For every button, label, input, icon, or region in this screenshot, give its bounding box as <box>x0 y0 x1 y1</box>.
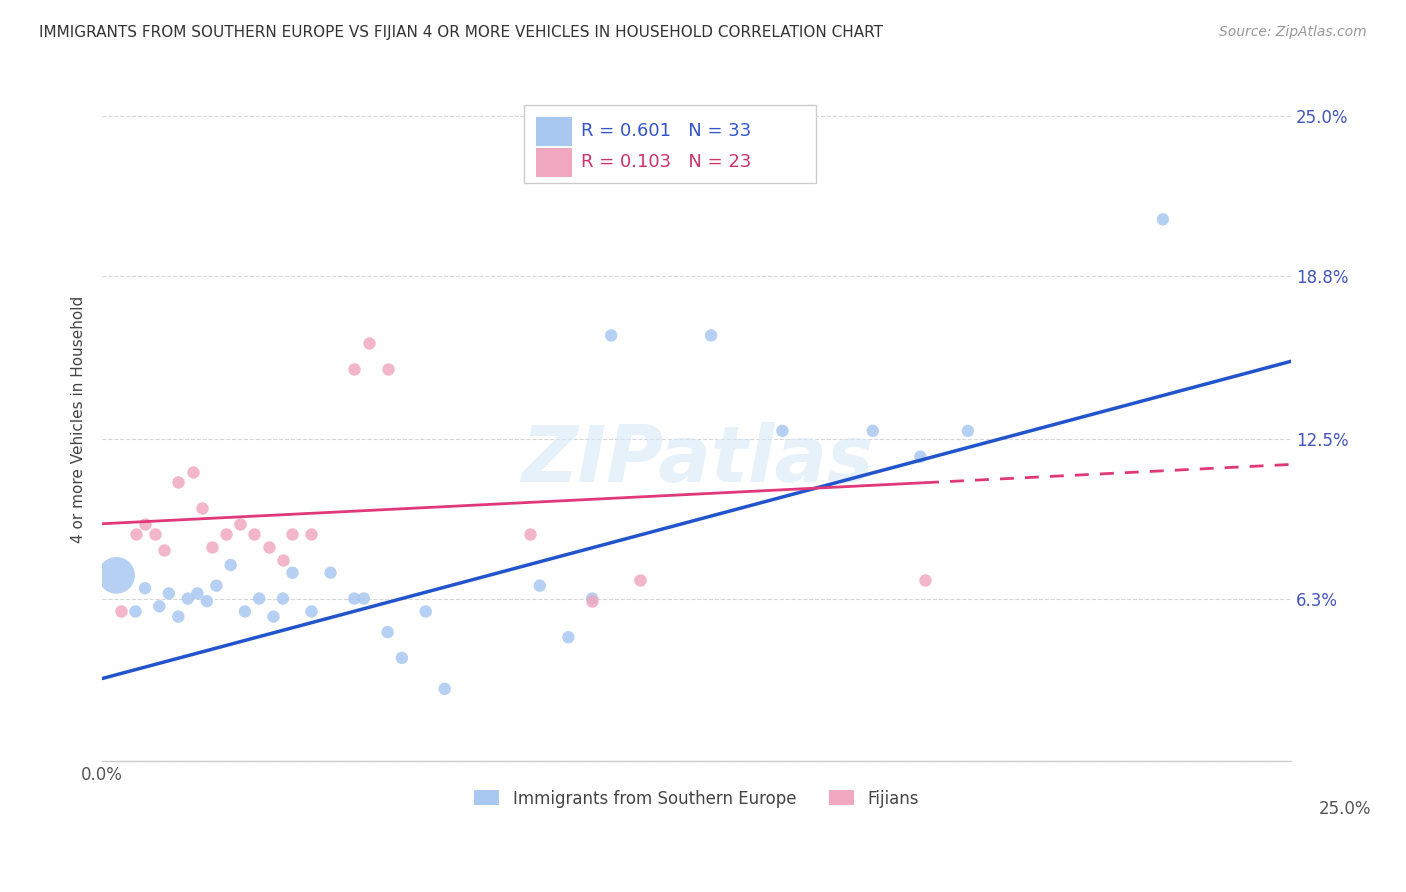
Point <box>148 599 170 614</box>
Point <box>205 579 228 593</box>
Point <box>914 574 936 588</box>
Point <box>229 516 252 531</box>
Point <box>243 527 266 541</box>
Point <box>271 591 294 606</box>
Point <box>377 362 399 376</box>
Point <box>628 574 651 588</box>
Point <box>233 604 256 618</box>
Point <box>105 568 128 582</box>
Point <box>343 591 366 606</box>
Point <box>201 540 224 554</box>
FancyBboxPatch shape <box>536 148 572 177</box>
Point <box>181 465 204 479</box>
Point <box>281 527 304 541</box>
Point <box>301 604 323 618</box>
Point <box>319 566 342 580</box>
Point <box>247 591 270 606</box>
Point <box>557 630 579 644</box>
Point <box>301 527 323 541</box>
Point <box>143 527 166 541</box>
Point <box>271 553 294 567</box>
Point <box>529 579 551 593</box>
Point <box>134 516 156 531</box>
Point <box>581 594 603 608</box>
Point <box>134 581 156 595</box>
Point <box>353 591 375 606</box>
Legend: Immigrants from Southern Europe, Fijians: Immigrants from Southern Europe, Fijians <box>468 783 927 814</box>
Point <box>357 336 380 351</box>
FancyBboxPatch shape <box>524 104 815 184</box>
Text: R = 0.601   N = 33: R = 0.601 N = 33 <box>582 122 752 140</box>
Point <box>700 328 723 343</box>
Point <box>167 475 190 490</box>
Point <box>167 609 190 624</box>
Point <box>219 558 242 572</box>
Text: Source: ZipAtlas.com: Source: ZipAtlas.com <box>1219 25 1367 39</box>
Point <box>215 527 238 541</box>
Point <box>600 328 623 343</box>
Point <box>343 362 366 376</box>
Point <box>433 681 456 696</box>
Point <box>186 586 208 600</box>
Point <box>770 424 793 438</box>
Text: ZIPatlas: ZIPatlas <box>520 422 873 499</box>
FancyBboxPatch shape <box>536 117 572 145</box>
Point <box>415 604 437 618</box>
Point <box>110 604 132 618</box>
Point <box>1152 212 1174 227</box>
Point <box>124 604 146 618</box>
Point <box>581 591 603 606</box>
Point <box>519 527 541 541</box>
Point <box>124 527 146 541</box>
Point <box>956 424 979 438</box>
Point <box>191 501 214 516</box>
Point <box>153 542 176 557</box>
Point <box>177 591 200 606</box>
Point <box>257 540 280 554</box>
Point <box>195 594 218 608</box>
Point <box>910 450 932 464</box>
Text: IMMIGRANTS FROM SOUTHERN EUROPE VS FIJIAN 4 OR MORE VEHICLES IN HOUSEHOLD CORREL: IMMIGRANTS FROM SOUTHERN EUROPE VS FIJIA… <box>39 25 883 40</box>
Y-axis label: 4 or more Vehicles in Household: 4 or more Vehicles in Household <box>72 295 86 543</box>
Point <box>391 651 413 665</box>
Point <box>377 625 399 640</box>
Text: R = 0.103   N = 23: R = 0.103 N = 23 <box>582 153 752 171</box>
Text: 25.0%: 25.0% <box>1319 800 1371 818</box>
Point <box>862 424 884 438</box>
Point <box>157 586 180 600</box>
Point <box>262 609 284 624</box>
Point <box>281 566 304 580</box>
